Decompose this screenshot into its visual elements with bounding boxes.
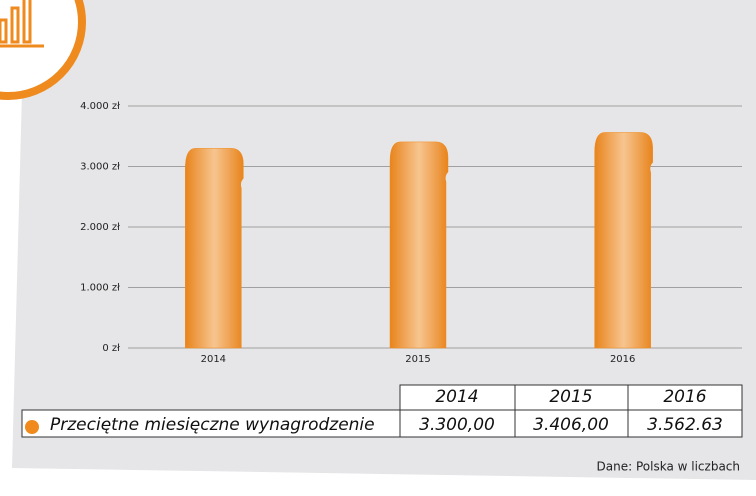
y-tick-label: 4.000 zł [80, 101, 120, 112]
y-tick-label: 0 zł [102, 343, 120, 354]
table-value: 3.406,00 [533, 415, 609, 435]
source: Dane: Polska w liczbach [597, 460, 740, 474]
table-value: 3.562.63 [647, 415, 723, 435]
table-header: 2015 [549, 387, 592, 407]
logo-icon [0, 0, 86, 100]
x-tick-label: 2016 [610, 354, 635, 365]
y-tick-label: 1.000 zł [80, 283, 120, 294]
x-tick-label: 2015 [405, 354, 430, 365]
table-value: 3.300,00 [419, 415, 495, 435]
bar [594, 132, 653, 349]
legend-swatch [25, 420, 39, 434]
background-panel [12, 0, 756, 480]
bar [389, 141, 449, 349]
data-table: Przeciętne miesięczne wynagrodzenie 2014… [21, 384, 743, 438]
table-header: 2014 [435, 387, 478, 407]
legend-label: Przeciętne miesięczne wynagrodzenie [50, 415, 375, 435]
y-tick-label: 3.000 zł [80, 162, 120, 173]
y-tick-label: 2.000 zł [80, 222, 120, 233]
table-header: 2016 [663, 387, 706, 407]
x-tick-label: 2014 [201, 354, 226, 365]
bar [185, 148, 244, 349]
